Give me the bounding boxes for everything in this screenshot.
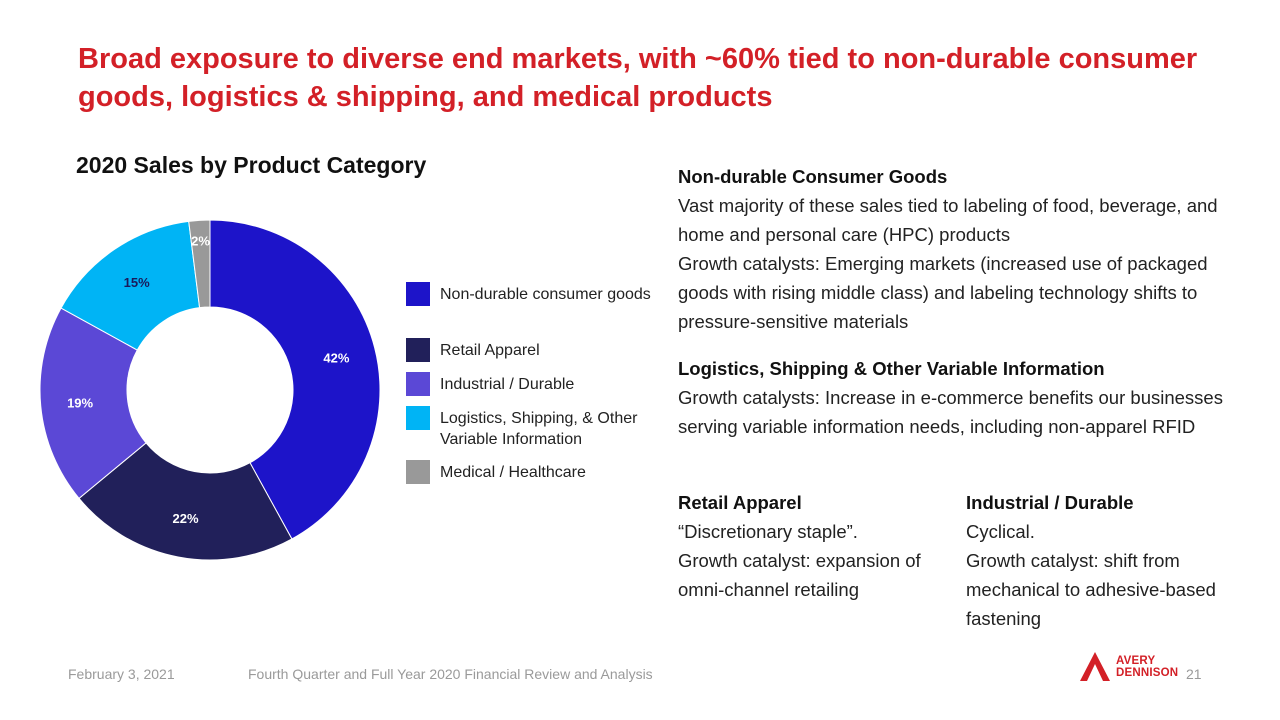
page-number: 21 xyxy=(1186,666,1202,682)
footer-date: February 3, 2021 xyxy=(68,666,175,682)
industrial-commentary: Industrial / Durable Cyclical. Growth ca… xyxy=(966,488,1256,633)
legend-item-retail-apparel: Retail Apparel xyxy=(406,338,652,362)
industrial-heading: Industrial / Durable xyxy=(966,492,1134,513)
slice-label-2: 19% xyxy=(67,395,93,410)
donut-slice-4 xyxy=(188,219,211,309)
slice-label-4: 2% xyxy=(191,233,210,248)
slice-label-0: 42% xyxy=(323,351,349,366)
legend-item-medical: Medical / Healthcare xyxy=(406,460,652,484)
logo-text-line2: DENNISON xyxy=(1116,667,1179,679)
logo-text-line1: AVERY xyxy=(1116,655,1156,667)
donut-slice-1 xyxy=(78,442,293,561)
slide-title: Broad exposure to diverse end markets, w… xyxy=(78,43,1198,113)
apparel-description: “Discretionary staple”. xyxy=(678,521,858,542)
nondurable-heading: Non-durable Consumer Goods xyxy=(678,166,948,187)
legend-swatch xyxy=(406,406,430,430)
legend-swatch xyxy=(406,282,430,306)
legend-label: Retail Apparel xyxy=(440,342,540,359)
legend-item-logistics: Logistics, Shipping, & Other Variable In… xyxy=(406,406,652,450)
slice-label-3: 15% xyxy=(124,275,150,290)
slice-label-1: 22% xyxy=(173,511,199,526)
nondurable-catalysts: Growth catalysts: Emerging markets (incr… xyxy=(678,253,1208,332)
nondurable-description: Vast majority of these sales tied to lab… xyxy=(678,195,1218,245)
legend-item-industrial: Industrial / Durable xyxy=(406,372,652,396)
company-logo: AVERY DENNISON xyxy=(1078,650,1178,684)
avery-dennison-logo-icon xyxy=(1080,652,1110,681)
legend-label: Medical / Healthcare xyxy=(440,464,586,481)
apparel-heading: Retail Apparel xyxy=(678,492,802,513)
legend-label: Non-durable consumer goods xyxy=(440,286,651,303)
legend-label: Industrial / Durable xyxy=(440,376,575,393)
apparel-catalyst: Growth catalyst: expansion of omni-chann… xyxy=(678,550,921,600)
chart-title: 2020 Sales by Product Category xyxy=(76,152,427,178)
logistics-catalysts: Growth catalysts: Increase in e-commerce… xyxy=(678,387,1223,437)
industrial-description: Cyclical. xyxy=(966,521,1035,542)
donut-slice-2 xyxy=(39,307,147,500)
apparel-commentary: Retail Apparel “Discretionary staple”. G… xyxy=(678,488,938,604)
legend-swatch xyxy=(406,338,430,362)
legend-swatch xyxy=(406,460,430,484)
industrial-catalyst: Growth catalyst: shift from mechanical t… xyxy=(966,550,1216,629)
footer-title: Fourth Quarter and Full Year 2020 Financ… xyxy=(248,666,653,682)
logistics-heading: Logistics, Shipping & Other Variable Inf… xyxy=(678,358,1105,379)
legend-label: Logistics, Shipping, & Other Variable In… xyxy=(440,410,638,448)
legend-item-non-durable: Non-durable consumer goods xyxy=(406,282,652,306)
donut-slice-0 xyxy=(209,219,381,540)
legend-swatch xyxy=(406,372,430,396)
logistics-commentary: Logistics, Shipping & Other Variable Inf… xyxy=(678,354,1238,441)
nondurable-commentary: Non-durable Consumer Goods Vast majority… xyxy=(678,162,1258,336)
donut-chart: 42% 22% 19% 15% 2% xyxy=(39,219,381,561)
